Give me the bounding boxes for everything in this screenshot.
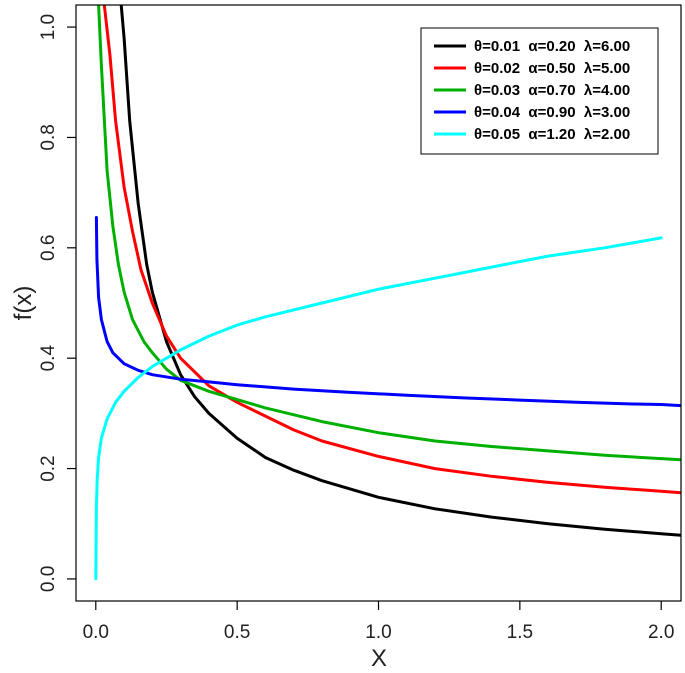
x-axis-title: X xyxy=(371,645,387,672)
series-line-4 xyxy=(94,216,681,408)
x-tick-label: 0.5 xyxy=(224,622,250,643)
x-tick-label: 1.5 xyxy=(507,622,533,643)
legend-label-5: θ=0.05 α=1.20 λ=2.00 xyxy=(474,126,630,143)
series-line-3 xyxy=(97,5,681,462)
x-axis: 0.0 0.5 1.0 1.5 2.0 xyxy=(83,601,674,643)
x-tick-label: 2.0 xyxy=(648,622,674,643)
series-line-1 xyxy=(119,5,681,537)
legend-label-4: θ=0.04 α=0.90 λ=3.00 xyxy=(474,104,630,121)
legend-label-3: θ=0.03 α=0.70 λ=4.00 xyxy=(474,82,630,99)
y-tick-label: 0.0 xyxy=(38,566,59,592)
series-line-5 xyxy=(94,236,663,581)
x-tick-label: 1.0 xyxy=(365,622,391,643)
y-tick-label: 0.6 xyxy=(38,235,59,261)
y-tick-label: 0.2 xyxy=(38,455,59,481)
x-tick-label: 0.0 xyxy=(83,622,109,643)
y-axis: 0.0 0.2 0.4 0.6 0.8 1.0 xyxy=(38,14,76,592)
legend: θ=0.01 α=0.20 λ=6.00 θ=0.02 α=0.50 λ=5.00… xyxy=(420,27,659,155)
legend-label-1: θ=0.01 α=0.20 λ=6.00 xyxy=(474,38,630,55)
y-axis-title: f(x) xyxy=(10,286,37,321)
y-tick-label: 0.8 xyxy=(38,124,59,150)
series-layer xyxy=(94,5,681,581)
series-line-2 xyxy=(102,5,681,495)
y-tick-label: 1.0 xyxy=(38,14,59,40)
y-tick-label: 0.4 xyxy=(38,345,59,372)
legend-label-2: θ=0.02 α=0.50 λ=5.00 xyxy=(474,60,630,77)
